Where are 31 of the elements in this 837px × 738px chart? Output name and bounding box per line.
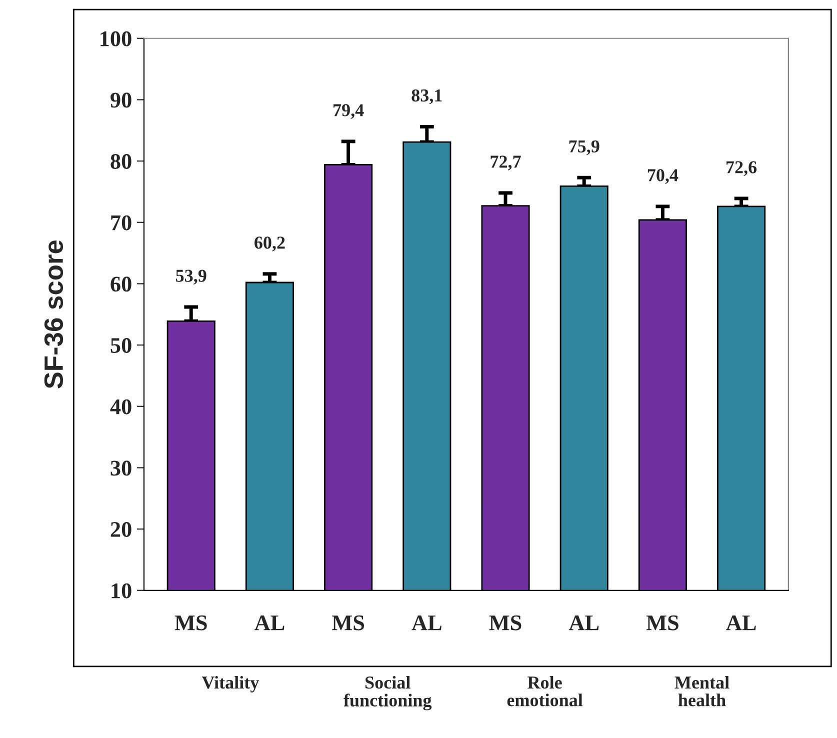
x-tick-label: MS [174,615,207,630]
y-tick-label: 50 [110,338,132,353]
x-tick-label: MS [332,615,364,630]
data-label: 60,2 [254,236,285,252]
text: Vitality [202,676,259,692]
data-label: 72,7 [490,156,521,170]
x-tick-label: AL [726,615,756,630]
y-tick-label: 40 [110,399,132,414]
y-tick-label: 80 [110,154,132,169]
x-tick-label: MS [646,615,678,630]
data-label: 83,1 [412,89,442,104]
y-tick-label: 70 [111,215,132,230]
y-tick-label: 20 [110,522,132,537]
x-tick-label: AL [568,615,599,630]
y-tick-label: 100 [100,31,132,46]
y-tick-label: 10 [112,583,132,598]
y-tick-label: 90 [110,92,132,108]
text: Mental health [674,676,730,706]
data-label: 70,4 [648,169,678,184]
y-tick-label: 30 [110,460,132,476]
text: Role emotional [507,676,583,706]
x-tick-label: AL [254,615,284,630]
text: Social functioning [344,676,432,710]
x-tick-label: AL [412,615,442,630]
data-label: 53,9 [176,270,206,285]
x-tick-label: MS [489,615,522,630]
data-label: 72,6 [726,161,757,176]
data-label: 75,9 [569,140,600,156]
y-axis-title: SF-36 score [44,240,64,388]
y-tick-label: 60 [110,276,132,292]
data-label: 79,4 [334,104,364,119]
